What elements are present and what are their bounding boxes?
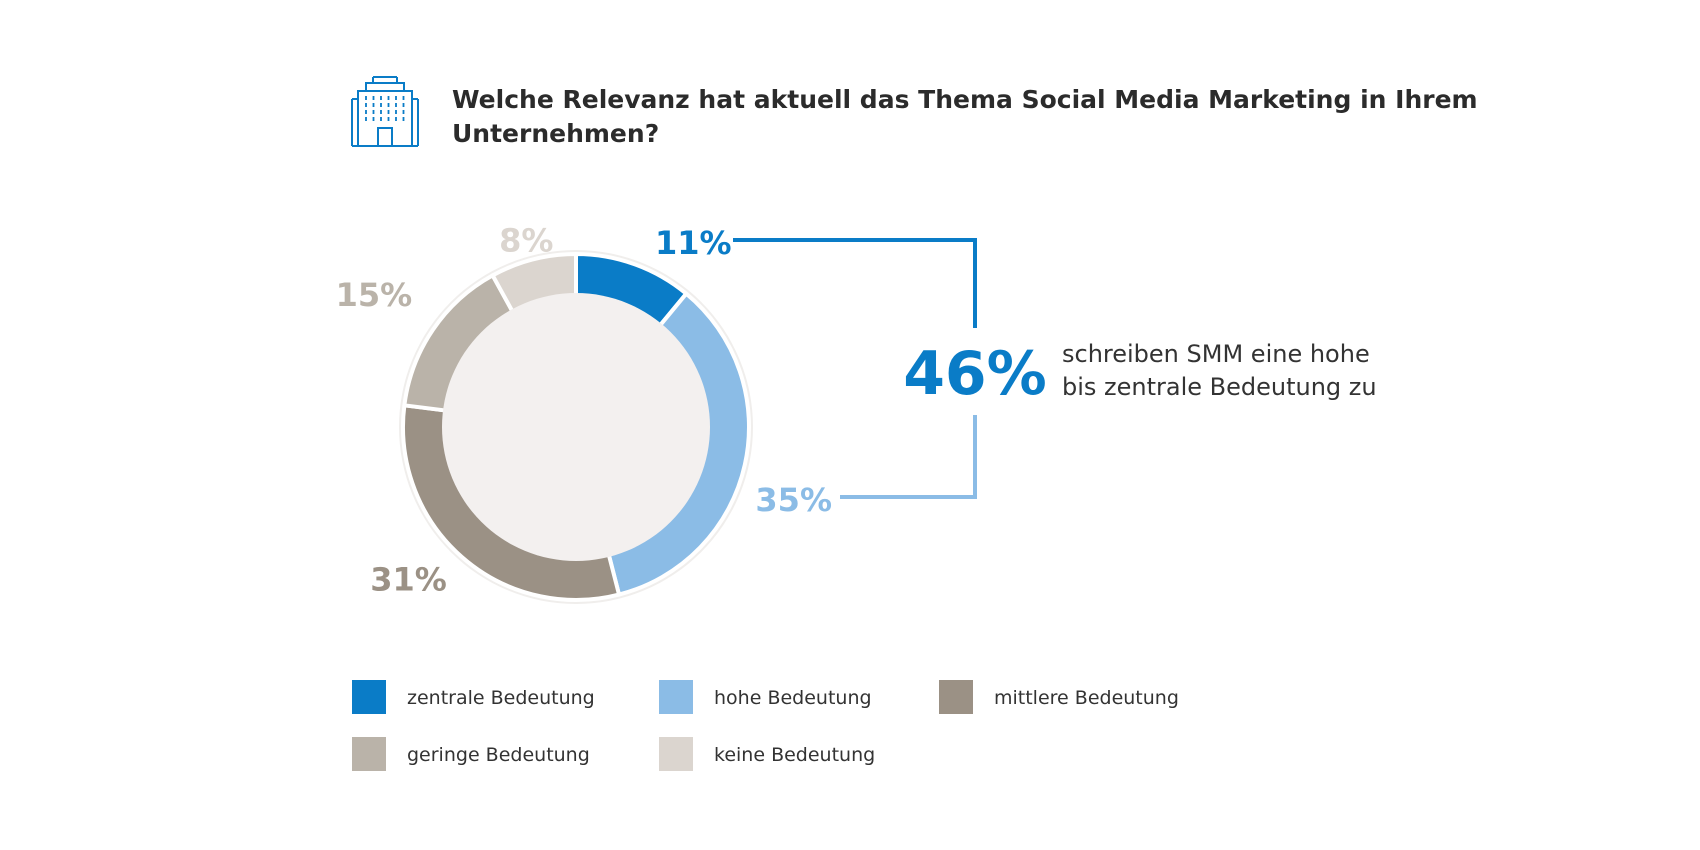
callout-big-value: 46% <box>903 339 1047 409</box>
data-label-keine: 8% <box>499 221 553 259</box>
legend-swatch-mittlere <box>939 680 973 714</box>
legend-swatch-zentrale <box>352 680 386 714</box>
legend-swatch-keine <box>659 737 693 771</box>
data-label-hohe: 35% <box>755 481 832 519</box>
data-labels: 11% 35% 31% 15% 8% <box>336 221 832 598</box>
legend-swatch-hohe <box>659 680 693 714</box>
data-label-mittlere: 31% <box>370 561 447 599</box>
legend-label-mittlere: mittlere Bedeutung <box>994 687 1179 709</box>
legend-label-keine: keine Bedeutung <box>714 744 875 766</box>
data-label-geringe: 15% <box>336 276 413 314</box>
legend-label-hohe: hohe Bedeutung <box>714 687 872 709</box>
callout-text-line-2: bis zentrale Bedeutung zu <box>1062 373 1377 401</box>
donut-center <box>442 293 710 561</box>
callout-text-line-1: schreiben SMM eine hohe <box>1062 340 1370 368</box>
legend: zentrale Bedeutung hohe Bedeutung mittlere… <box>352 680 1179 771</box>
legend-swatch-geringe <box>352 737 386 771</box>
legend-label-geringe: geringe Bedeutung <box>407 744 590 766</box>
data-label-zentrale: 11% <box>655 224 732 262</box>
legend-label-zentrale: zentrale Bedeutung <box>407 687 595 709</box>
chart-title-line-1: Welche Relevanz hat aktuell das Thema So… <box>452 85 1478 114</box>
office-building-icon <box>351 76 419 147</box>
chart-title-line-2: Unternehmen? <box>452 119 659 148</box>
